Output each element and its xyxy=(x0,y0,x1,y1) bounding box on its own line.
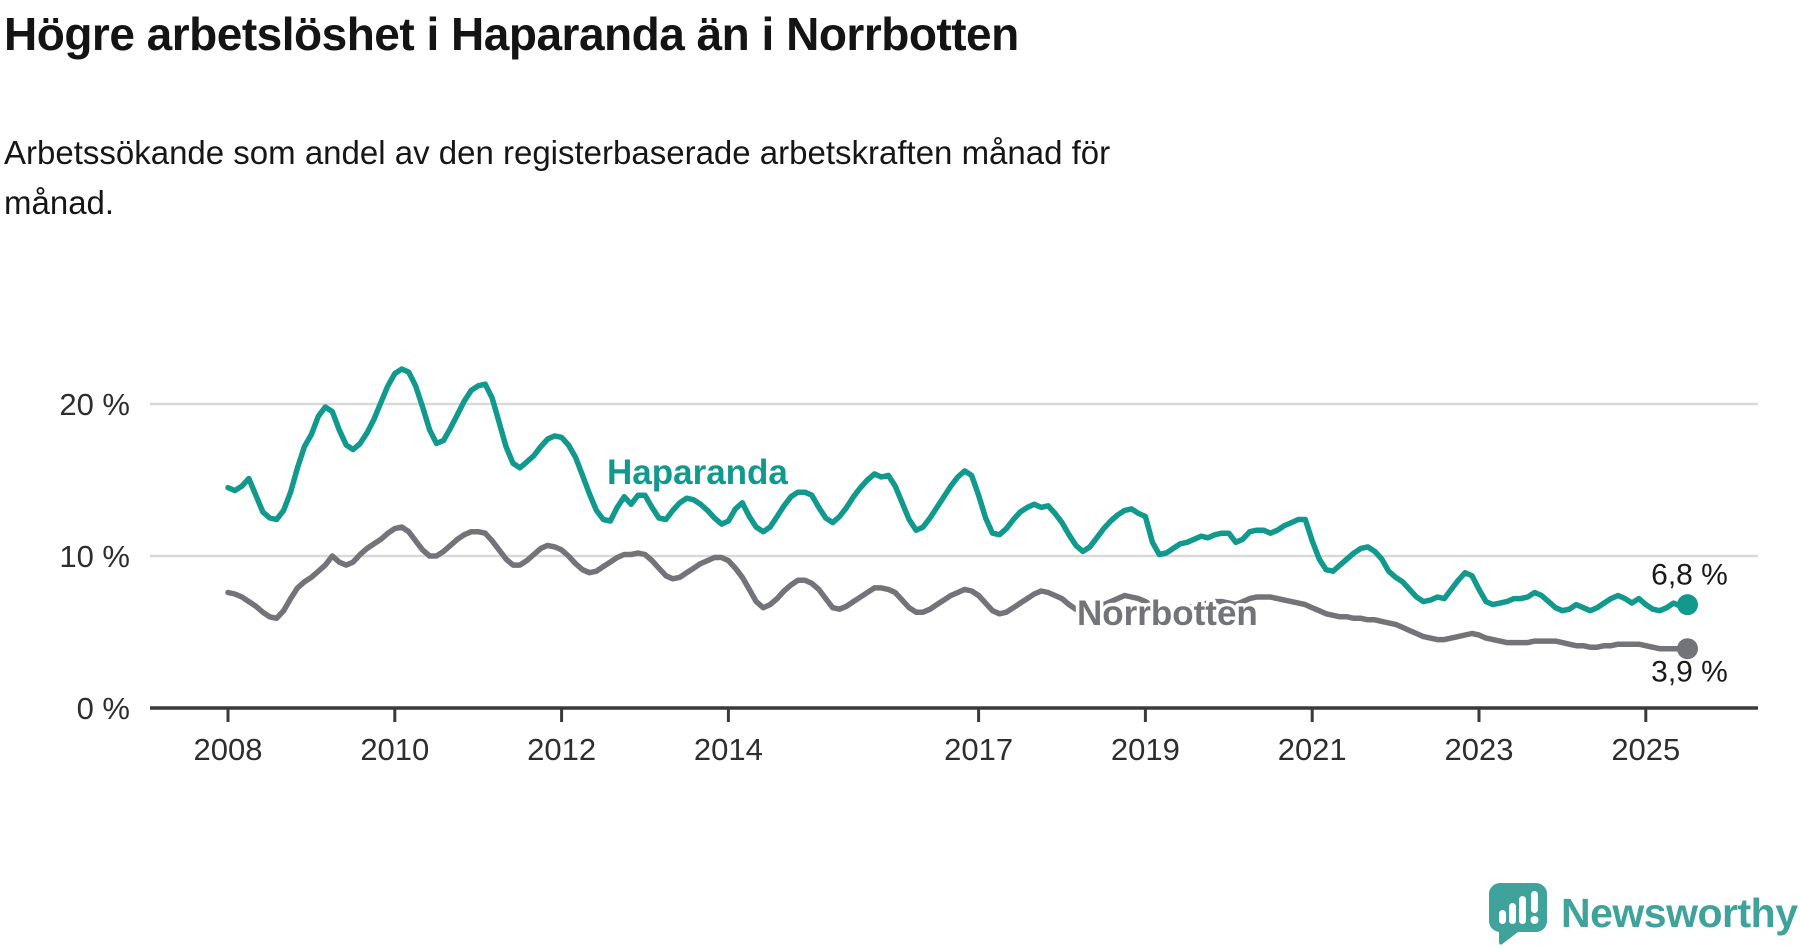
x-tick-label-2023: 2023 xyxy=(1445,732,1514,767)
haparanda-end-value-label: 6,8 % xyxy=(1651,559,1728,592)
newsworthy-logo: Newsworthy xyxy=(1488,882,1798,945)
x-tick-label-2017: 2017 xyxy=(944,732,1013,767)
page-title: Högre arbetslöshet i Haparanda än i Norr… xyxy=(4,8,1019,60)
newsworthy-bubble-chart-icon xyxy=(1489,883,1547,945)
haparanda-end-dot xyxy=(1677,594,1698,616)
x-tick-label-2014: 2014 xyxy=(694,732,763,767)
x-tick-label-2021: 2021 xyxy=(1278,732,1347,767)
haparanda-line xyxy=(225,366,1691,614)
y-tick-label-0: 0 % xyxy=(77,691,130,726)
x-tick-label-2012: 2012 xyxy=(527,732,596,767)
y-tick-label-20: 20 % xyxy=(59,387,130,422)
page-subtitle: Arbetssökande som andel av den registerb… xyxy=(4,128,1110,228)
norrbotten-end-dot xyxy=(1677,638,1698,660)
y-tick-label-10: 10 % xyxy=(59,539,130,574)
haparanda-series-label: Haparanda xyxy=(607,453,788,492)
norrbotten-series-label: Norrbotten xyxy=(1077,594,1258,633)
subtitle-line-2: månad. xyxy=(4,184,115,221)
newsworthy-logo-text: Newsworthy xyxy=(1561,890,1798,936)
subtitle-line-1: Arbetssökande som andel av den registerb… xyxy=(4,134,1111,171)
x-tick-label-2019: 2019 xyxy=(1111,732,1180,767)
norrbotten-end-value-label: 3,9 % xyxy=(1651,656,1728,689)
x-tick-label-2008: 2008 xyxy=(194,732,263,767)
norrbotten-line xyxy=(225,524,1691,652)
x-tick-label-2025: 2025 xyxy=(1611,732,1680,767)
x-tick-label-2010: 2010 xyxy=(360,732,429,767)
